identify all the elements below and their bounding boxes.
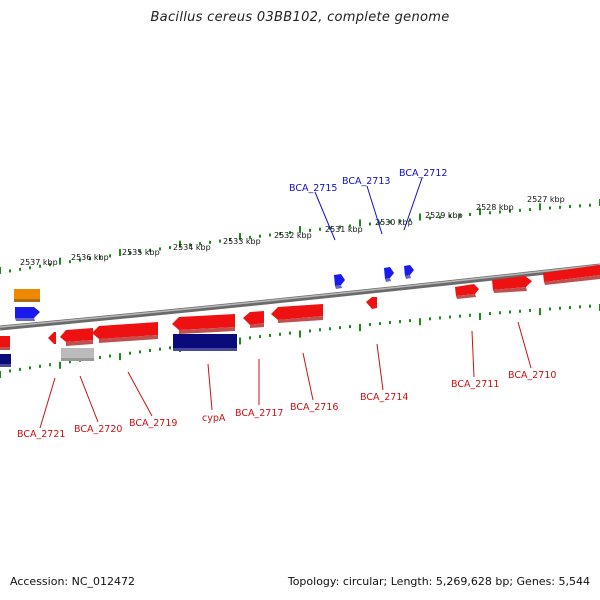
tick-label-2530: 2530 kbp [375, 218, 413, 227]
gene-bca-2713-arrow[interactable] [384, 267, 394, 282]
tick-label-2534: 2534 kbp [173, 243, 211, 252]
gene-label-bca-2721[interactable]: BCA_2721 [17, 429, 65, 440]
forward-orange-feature[interactable] [14, 289, 40, 302]
reverse-gray-feature[interactable] [61, 348, 94, 361]
forward-blue-feature[interactable] [15, 307, 40, 321]
gene-label-bca-2716[interactable]: BCA_2716 [290, 402, 338, 413]
leader-lines [39, 177, 532, 429]
tick-labels: 2537 kbp 2536 kbp 2535 kbp 2534 kbp 2533… [20, 195, 565, 267]
gene-label-bca-2711[interactable]: BCA_2711 [451, 379, 499, 390]
tick-label-2532: 2532 kbp [274, 231, 312, 240]
gene-label-bca-2715[interactable]: BCA_2715 [289, 183, 337, 194]
tick-label-2527: 2527 kbp [527, 195, 565, 204]
tick-label-2536: 2536 kbp [71, 253, 109, 262]
map-title: Bacillus cereus 03BB102, complete genome [150, 10, 450, 25]
gene-bca-2717-arrow[interactable] [243, 311, 264, 328]
gene-label-bca-2720[interactable]: BCA_2720 [74, 424, 122, 435]
reverse-strand-features [0, 297, 377, 367]
gene-bca-2716-arrow[interactable] [271, 304, 323, 323]
tick-label-2533: 2533 kbp [223, 237, 261, 246]
gene-bca-2712-arrow[interactable] [404, 265, 414, 279]
tick-label-2535: 2535 kbp [122, 248, 160, 257]
gene-bca-2720-arrow[interactable] [60, 328, 93, 346]
gene-label-bca-2717[interactable]: BCA_2717 [235, 408, 283, 419]
tick-label-2537: 2537 kbp [20, 258, 58, 267]
gene-bca-2719-arrow[interactable] [92, 322, 158, 343]
gene-label-bca-2713[interactable]: BCA_2713 [342, 176, 390, 187]
gene-labels: BCA_2715 BCA_2713 BCA_2712 BCA_2721 BCA_… [17, 168, 556, 440]
tick-label-2531: 2531 kbp [325, 225, 363, 234]
gene-label-bca-2712[interactable]: BCA_2712 [399, 168, 447, 179]
tick-label-2529: 2529 kbp [425, 211, 463, 220]
gene-bca-2710-arrow[interactable] [492, 276, 532, 293]
outer-tick-ring [0, 199, 600, 274]
topology-summary-text: Topology: circular; Length: 5,269,628 bp… [287, 575, 590, 588]
gene-cypa-arrow[interactable] [172, 314, 235, 334]
gene-label-bca-2719[interactable]: BCA_2719 [129, 418, 177, 429]
gene-label-bca-2710[interactable]: BCA_2710 [508, 370, 556, 381]
reverse-navy-feature-left[interactable] [0, 354, 11, 367]
forward-strand-features [14, 265, 600, 321]
gene-bca-2715-arrow[interactable] [334, 274, 345, 289]
reverse-navy-feature[interactable] [173, 334, 237, 351]
gene-bca-2721-arrow[interactable] [48, 332, 56, 344]
reverse-red-feature-left[interactable] [0, 336, 10, 350]
gene-label-bca-2714[interactable]: BCA_2714 [360, 392, 408, 403]
tick-label-2528: 2528 kbp [476, 203, 514, 212]
gene-bca-2714-arrow[interactable] [366, 297, 377, 309]
gene-bca-2710b-arrow[interactable] [543, 265, 600, 285]
genome-backbone-highlight [0, 264, 600, 328]
gene-bca-2711-arrow[interactable] [455, 284, 479, 299]
gene-label-cypa[interactable]: cypA [202, 413, 226, 424]
accession-text: Accession: NC_012472 [10, 575, 136, 588]
genome-backbone [0, 263, 600, 331]
